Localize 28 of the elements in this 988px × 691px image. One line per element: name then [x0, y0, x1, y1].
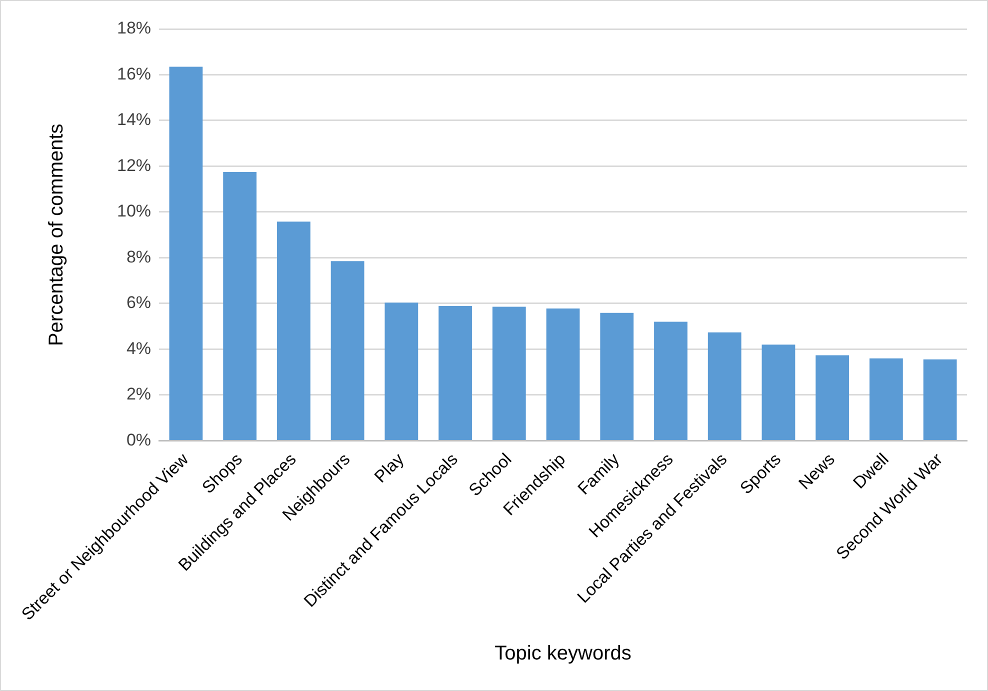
bar	[762, 344, 796, 440]
bar	[654, 322, 688, 440]
bar	[816, 355, 850, 440]
bar	[492, 306, 526, 440]
bar	[169, 66, 203, 440]
y-axis-title: Percentage of comments	[46, 124, 68, 346]
y-tick-label: 10%	[116, 202, 152, 221]
bar	[330, 261, 364, 440]
y-tick-label: 6%	[126, 293, 152, 312]
y-tick-label: 18%	[116, 18, 152, 38]
y-tick-label: 12%	[116, 156, 152, 175]
bar	[923, 359, 957, 440]
bar	[223, 172, 257, 440]
y-tick-label: 4%	[126, 338, 152, 358]
x-tick-label: Play	[370, 449, 408, 486]
y-tick-label: 8%	[126, 247, 152, 266]
bar	[708, 332, 742, 440]
y-tick-label: 0%	[126, 430, 152, 450]
bar	[276, 222, 310, 440]
bar	[546, 308, 580, 440]
bar	[438, 306, 472, 440]
x-axis-title: Topic keywords	[494, 642, 632, 665]
bar	[870, 358, 903, 440]
bar	[600, 312, 634, 440]
bar	[384, 302, 418, 440]
y-tick-label: 16%	[116, 64, 152, 84]
y-tick-label: 2%	[126, 384, 152, 404]
y-tick-label: 14%	[116, 110, 152, 130]
